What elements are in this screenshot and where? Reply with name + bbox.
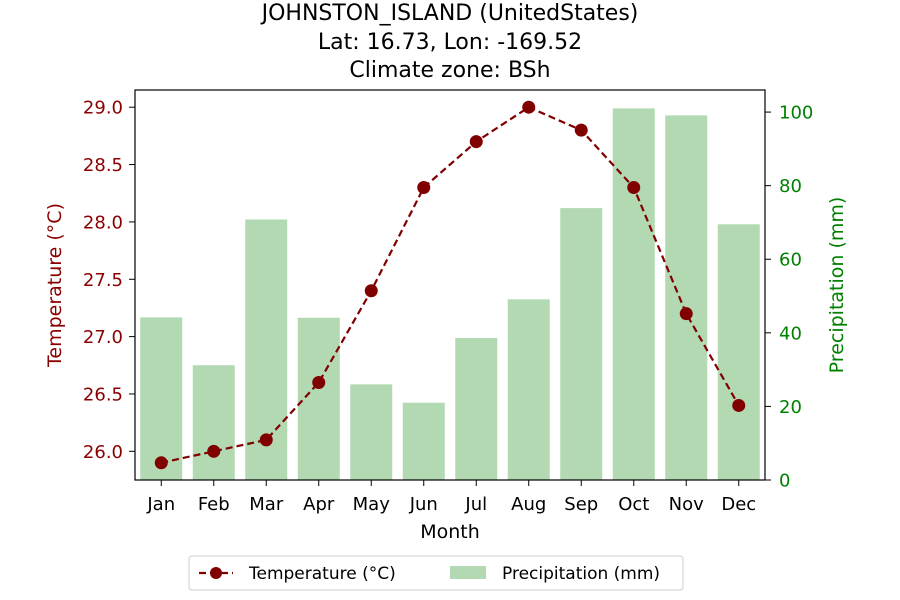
legend-frame xyxy=(188,555,684,591)
precipitation-bars xyxy=(140,108,760,481)
y-left-tick-label: 28.0 xyxy=(83,212,123,233)
y-left-tick-label: 27.5 xyxy=(83,270,123,291)
chart-title-line-2: Lat: 16.73, Lon: -169.52 xyxy=(318,30,582,55)
y-right-tick-label: 0 xyxy=(779,471,790,492)
y-left-tick-label: 29.0 xyxy=(83,98,123,119)
legend-temperature-label: Temperature (°C) xyxy=(248,564,396,584)
temperature-point-sep xyxy=(574,123,588,137)
y-left-tick-label: 27.0 xyxy=(83,327,123,348)
legend: Temperature (°C) Precipitation (mm) xyxy=(188,555,684,591)
temperature-series xyxy=(154,100,746,470)
precipitation-bar-dec xyxy=(717,224,760,480)
precipitation-bar-nov xyxy=(665,115,708,481)
chart-title-line-1: JOHNSTON_ISLAND (UnitedStates) xyxy=(260,1,639,26)
y-right-tick-label: 20 xyxy=(779,397,802,418)
precipitation-bar-aug xyxy=(507,299,550,480)
x-tick-label-oct: Oct xyxy=(618,494,649,515)
precipitation-bar-jan xyxy=(140,317,183,480)
x-tick-label-dec: Dec xyxy=(721,494,756,515)
temperature-point-feb xyxy=(207,444,221,458)
temperature-point-dec xyxy=(732,398,746,412)
legend-precipitation-label: Precipitation (mm) xyxy=(502,564,660,584)
y-right-tick-label: 60 xyxy=(779,250,802,271)
legend-temperature-marker-icon xyxy=(210,567,222,579)
precipitation-bar-jul xyxy=(455,337,498,480)
x-axis-label: Month xyxy=(420,521,480,543)
x-axis: Jan Feb Mar Apr May Jun Jul Aug Sep Oct Nov Dec xyxy=(146,480,756,515)
y-left-tick-label: 28.5 xyxy=(83,155,123,176)
y-axis-right: 0 20 40 60 80 100 xyxy=(765,103,813,492)
temperature-line xyxy=(161,105,740,464)
temperature-point-oct xyxy=(627,181,641,194)
y-axis-left-label: Temperature (°C) xyxy=(44,203,66,368)
y-left-tick-label: 26.0 xyxy=(83,442,123,463)
x-tick-label-apr: Apr xyxy=(303,494,335,515)
plot-frame xyxy=(134,89,766,481)
precipitation-bar-may xyxy=(350,384,393,480)
x-tick-label-sep: Sep xyxy=(564,494,598,515)
precipitation-bar-sep xyxy=(560,208,603,481)
precipitation-bar-oct xyxy=(612,108,655,480)
temperature-point-aug xyxy=(522,100,536,114)
temperature-point-nov xyxy=(679,307,693,321)
precipitation-bar-feb xyxy=(192,365,235,480)
y-axis-left: 26.0 26.5 27.0 27.5 28.0 28.5 29.0 xyxy=(83,98,135,463)
y-right-tick-label: 40 xyxy=(779,323,802,344)
x-tick-label-mar: Mar xyxy=(249,494,284,515)
x-tick-label-aug: Aug xyxy=(511,494,546,515)
x-tick-label-jan: Jan xyxy=(146,494,175,515)
x-tick-label-jul: Jul xyxy=(464,494,487,515)
temperature-point-apr xyxy=(312,376,326,389)
x-tick-label-nov: Nov xyxy=(669,494,704,515)
x-tick-label-feb: Feb xyxy=(198,494,230,515)
temperature-point-jan xyxy=(154,456,168,470)
temperature-point-jun xyxy=(417,181,431,194)
y-right-tick-label: 100 xyxy=(779,103,813,124)
precipitation-bar-jun xyxy=(402,402,445,480)
temperature-point-jul xyxy=(469,135,483,149)
x-tick-label-jun: Jun xyxy=(409,494,438,515)
legend-precipitation-patch-icon xyxy=(450,566,486,579)
temperature-point-mar xyxy=(259,433,273,447)
temperature-point-may xyxy=(364,284,378,298)
y-axis-right-label: Precipitation (mm) xyxy=(826,197,848,374)
precipitation-bar-apr xyxy=(297,317,340,480)
y-right-tick-label: 80 xyxy=(779,176,802,197)
chart-title-line-3: Climate zone: BSh xyxy=(349,58,550,83)
y-left-tick-label: 26.5 xyxy=(83,384,123,405)
x-tick-label-may: May xyxy=(353,494,391,515)
